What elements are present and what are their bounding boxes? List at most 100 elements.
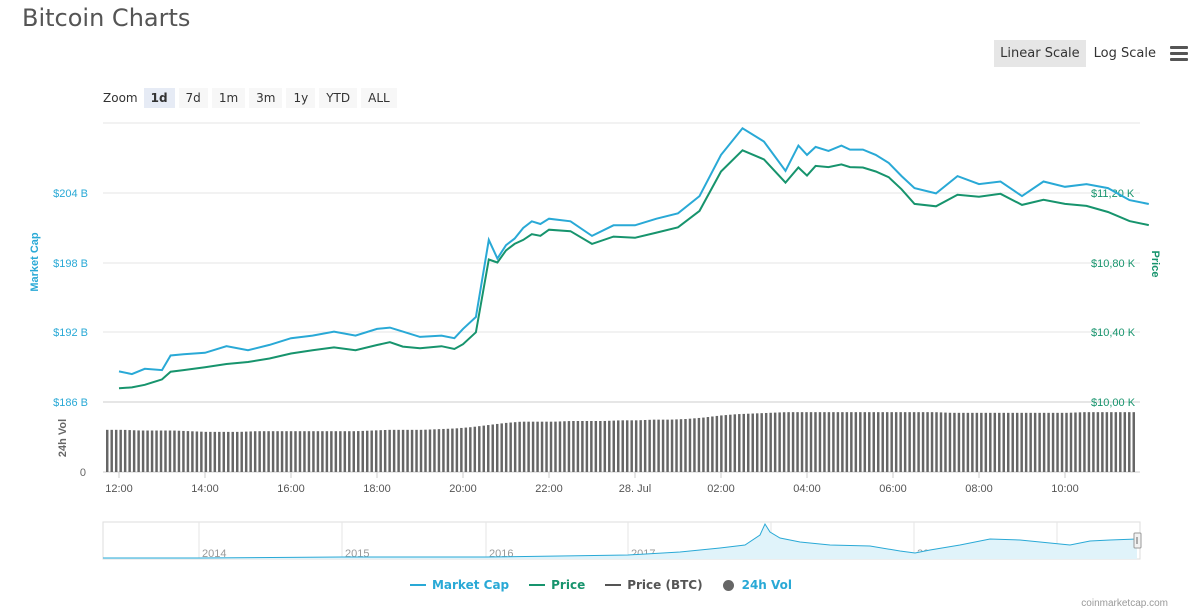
volume-bar [1096,412,1100,472]
volume-bar [419,429,423,472]
legend-market-cap[interactable]: Market Cap [409,578,510,592]
volume-bar [173,430,176,472]
legend-price-btc[interactable]: Price (BTC) [605,578,703,592]
zoom-7d-button[interactable]: 7d [178,88,208,108]
volume-bar [244,431,248,472]
volume-bar [1060,412,1064,472]
volume-bar [482,425,486,472]
market-cap-line[interactable] [118,126,1149,376]
volume-bar [522,421,526,472]
volume-bar [464,427,468,472]
volume-bar [370,430,373,472]
volume-bar [460,427,463,472]
x-axis-tick-label: 16:00 [277,483,305,495]
volume-bar [1015,412,1019,472]
volume-bar [859,412,862,472]
volume-bar [339,431,342,472]
volume-bar [702,417,705,472]
volume-bar [518,421,521,472]
volume-bar [648,419,651,472]
volume-bar [397,429,400,472]
volume-bar [428,429,432,472]
zoom-1m-button[interactable]: 1m [211,88,246,108]
x-axis-tick-label: 14:00 [191,483,219,495]
volume-bar [1024,412,1028,472]
volume-bar [415,429,418,472]
volume-bar [280,431,284,472]
price-line[interactable] [118,149,1150,390]
volume-bar [720,415,723,472]
volume-bar [536,421,539,472]
legend-price-label: Price [551,578,586,592]
volume-bar [231,431,234,472]
volume-bar [652,419,656,472]
zoom-all-button[interactable]: ALL [361,88,397,108]
volume-bar [836,412,840,472]
volume-bar [236,431,239,472]
volume-bar [787,412,790,472]
volume-bar [729,414,732,472]
x-axis-tick-label: 02:00 [707,483,735,495]
volume-bar [325,431,329,472]
volume-bar [437,429,441,472]
volume-bar [894,412,898,472]
volume-bar [715,415,719,472]
volume-bar [155,430,158,472]
volume-bar [1047,412,1050,472]
legend: Market Cap Price Price (BTC) 24h Vol [0,578,1202,592]
volume-bar [352,431,356,472]
volume-bar [106,429,109,472]
volume-bar [554,421,557,472]
zoom-1d-button[interactable]: 1d [143,88,175,108]
zoom-bar: Zoom 1d 7d 1m 3m 1y YTD ALL [103,88,401,108]
log-scale-button[interactable]: Log Scale [1093,46,1156,61]
volume-bar [159,430,163,472]
page-title: Bitcoin Charts [22,4,191,32]
volume-bar [679,419,683,472]
volume-bar [312,431,315,472]
volume-bar [137,430,140,472]
volume-bar [253,431,257,472]
volume-bar [603,420,607,472]
zoom-1y-button[interactable]: 1y [286,88,316,108]
volume-bar [823,412,826,472]
legend-market-cap-label: Market Cap [431,578,510,592]
volume-bar [903,412,907,472]
volume-bar [334,431,338,472]
volume-bar [1011,412,1014,472]
volume-bar [114,429,118,472]
volume-bar [738,414,741,472]
volume-bar [451,428,454,472]
volume-bar [150,430,154,472]
volume-bar [1065,412,1068,472]
legend-24h-vol[interactable]: 24h Vol [722,578,792,592]
linear-scale-button[interactable]: Linear Scale [994,40,1086,67]
legend-price[interactable]: Price [529,578,585,592]
volume-bar [469,427,472,472]
volume-bar [146,430,149,472]
x-axis-tick-label: 12:00 [105,483,133,495]
volume-bar [827,412,831,472]
volume-bar [1132,412,1135,472]
volume-bar [621,420,624,472]
volume-bar [285,431,288,472]
volume-bar [549,421,553,472]
volume-bar [590,421,593,472]
volume-bar [661,419,665,472]
volume-bar [706,417,710,472]
zoom-3m-button[interactable]: 3m [249,88,283,108]
volume-bar [778,412,781,472]
volume-bar [383,429,387,472]
hamburger-menu-icon[interactable] [1170,43,1188,64]
volume-bar [594,421,598,472]
volume-bar [500,423,503,472]
volume-bar [491,424,494,472]
zoom-ytd-button[interactable]: YTD [319,88,358,108]
volume-bar [289,431,293,472]
volume-bar [204,431,208,472]
volume-bar [406,429,409,472]
volume-bar [455,428,459,472]
volume-bar [509,422,512,472]
left-axis-title: Market Cap [29,232,41,292]
